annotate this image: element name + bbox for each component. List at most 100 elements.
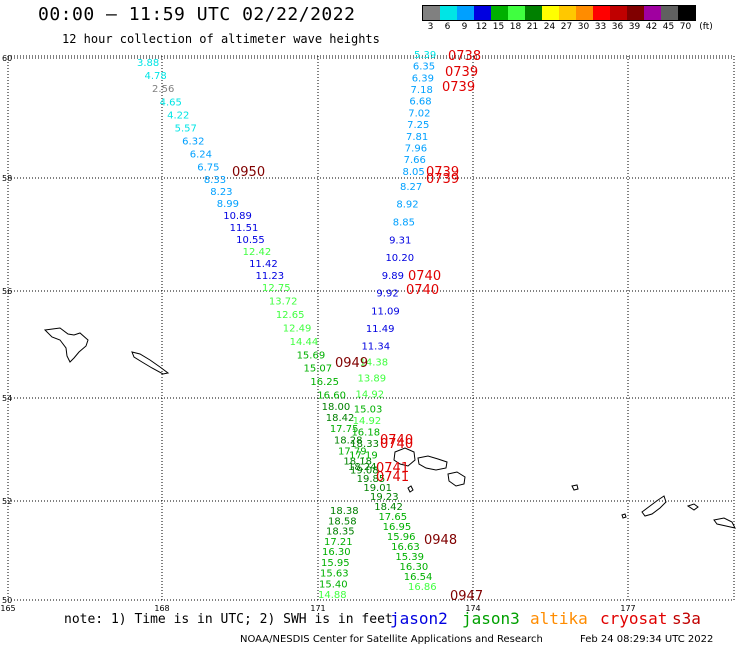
wave-height-value: 6.32	[182, 137, 204, 148]
legend-swatch-label: 12	[475, 22, 488, 32]
wave-height-value: 5.57	[175, 123, 197, 134]
longitude-label: 168	[154, 604, 169, 613]
wave-height-value: 13.89	[358, 374, 387, 385]
wave-height-value: 15.69	[297, 350, 326, 361]
wave-height-value: 4.22	[167, 110, 189, 121]
color-legend-bar	[422, 5, 696, 21]
legend-swatch	[576, 6, 593, 20]
satellite-name: jason2	[390, 609, 448, 628]
longitude-label: 174	[465, 604, 480, 613]
wave-height-value: 16.86	[408, 582, 437, 593]
wave-height-value: 18.18	[343, 456, 372, 467]
wave-height-value: 18.00	[322, 402, 351, 413]
legend-swatch	[542, 6, 559, 20]
wave-height-value: 13.72	[269, 296, 298, 307]
pass-time-label: 0738	[448, 49, 481, 64]
satellite-name: s3a	[672, 609, 701, 628]
legend-swatch-label: 18	[509, 22, 522, 32]
wave-height-value: 16.95	[383, 522, 412, 533]
legend-swatch	[593, 6, 610, 20]
island-outline	[571, 484, 579, 491]
wave-height-value: 9.92	[376, 289, 398, 300]
island-outline	[641, 495, 667, 517]
wave-height-value: 4.78	[145, 71, 167, 82]
wave-height-value: 18.58	[328, 516, 357, 527]
island-outline	[447, 471, 466, 487]
wave-height-value: 16.30	[322, 547, 351, 558]
wave-height-value: 4.65	[160, 97, 182, 108]
wave-height-value: 6.39	[412, 73, 434, 84]
map-subtitle: 12 hour collection of altimeter wave hei…	[62, 32, 380, 46]
legend-swatch	[423, 6, 440, 20]
pass-time-label: 0950	[232, 165, 265, 180]
latitude-label: 54	[2, 394, 12, 403]
wave-height-value: 17.79	[338, 446, 367, 457]
legend-swatch	[678, 6, 695, 20]
legend-swatch-label: 6	[444, 22, 451, 32]
wave-height-value: 16.63	[391, 542, 420, 553]
island-outline	[131, 351, 170, 375]
wave-height-value: 18.38	[330, 506, 359, 517]
latitude-label: 60	[2, 54, 12, 63]
wave-height-value: 7.96	[405, 143, 427, 154]
wave-height-value: 16.60	[317, 391, 346, 402]
legend-swatch	[508, 6, 525, 20]
wave-height-value: 11.34	[361, 341, 390, 352]
wave-height-value: 7.66	[404, 155, 426, 166]
legend-swatch	[559, 6, 576, 20]
wave-height-value: 11.49	[366, 324, 395, 335]
legend-swatch	[440, 6, 457, 20]
wave-height-value: 6.68	[409, 97, 431, 108]
legend-swatch-label: 36	[611, 22, 624, 32]
wave-height-value: 12.42	[243, 247, 272, 258]
legend-swatch-label: 39	[628, 22, 641, 32]
legend-swatch-label: 15	[492, 22, 505, 32]
latitude-label: 50	[2, 596, 12, 605]
wave-height-value: 15.03	[354, 405, 383, 416]
legend-swatch	[474, 6, 491, 20]
satellite-name: cryosat	[600, 609, 668, 628]
wave-height-value: 14.44	[290, 337, 319, 348]
wave-height-value: 17.75	[330, 424, 359, 435]
longitude-label: 177	[620, 604, 635, 613]
island-outline	[713, 517, 736, 529]
wave-height-value: 3.88	[137, 58, 159, 69]
wave-height-value: 16.18	[351, 428, 380, 439]
wave-height-value: 10.89	[223, 211, 252, 222]
wave-height-value: 11.23	[256, 271, 285, 282]
wave-height-value: 19.23	[370, 492, 399, 503]
pass-time-label: 0949	[335, 356, 368, 371]
legend-swatch-label: 21	[526, 22, 539, 32]
legend-swatch-label: 3	[427, 22, 434, 32]
legend-unit: (ft)	[699, 22, 713, 32]
wave-height-value: 15.96	[387, 532, 416, 543]
legend-swatch-label: 9	[461, 22, 468, 32]
wave-height-value: 7.18	[411, 85, 433, 96]
wave-height-value: 17.19	[349, 451, 378, 462]
legend-swatch	[661, 6, 678, 20]
wave-height-value: 11.09	[371, 306, 400, 317]
wave-height-value: 12.65	[276, 310, 305, 321]
wave-height-value: 14.88	[318, 590, 347, 601]
wave-height-value: 15.39	[395, 552, 424, 563]
wave-height-value: 8.99	[217, 199, 239, 210]
footer-note: note: 1) Time is in UTC; 2) SWH is in fe…	[64, 612, 393, 627]
wave-height-value: 15.40	[319, 579, 348, 590]
wave-height-value: 10.20	[385, 253, 414, 264]
wave-height-value: 8.85	[393, 218, 415, 229]
latitude-label: 58	[2, 174, 12, 183]
pass-time-label: 0740	[408, 269, 441, 284]
wave-height-value: 18.42	[374, 502, 403, 513]
legend-swatch-label: 70	[679, 22, 692, 32]
legend-swatch	[644, 6, 661, 20]
island-outline	[686, 503, 699, 511]
wave-height-value: 6.75	[197, 163, 219, 174]
wave-height-value: 15.95	[321, 558, 350, 569]
satellite-name: altika	[530, 609, 588, 628]
island-outline	[621, 513, 627, 519]
pass-time-label: 0741	[376, 470, 409, 485]
longitude-label: 171	[310, 604, 325, 613]
legend-swatch-label: 27	[560, 22, 573, 32]
